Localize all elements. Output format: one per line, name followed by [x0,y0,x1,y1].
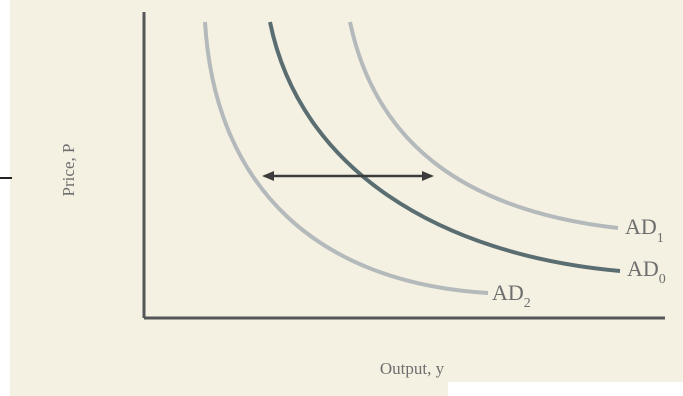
shift-arrowhead-right [422,171,434,181]
y-axis-title: Price, P [59,144,78,197]
ad0-curve [268,21,621,273]
shift-arrowhead-left [262,171,274,181]
ad1-curve [348,21,619,230]
ad0-label: AD0 [627,256,666,287]
ad1-label: AD1 [625,214,664,246]
corner-patch [448,382,683,396]
page-edge-strip [0,0,10,396]
ad2-curve [203,21,489,295]
x-axis-title: Output, y [380,359,445,378]
ad2-label: AD2 [492,280,531,311]
